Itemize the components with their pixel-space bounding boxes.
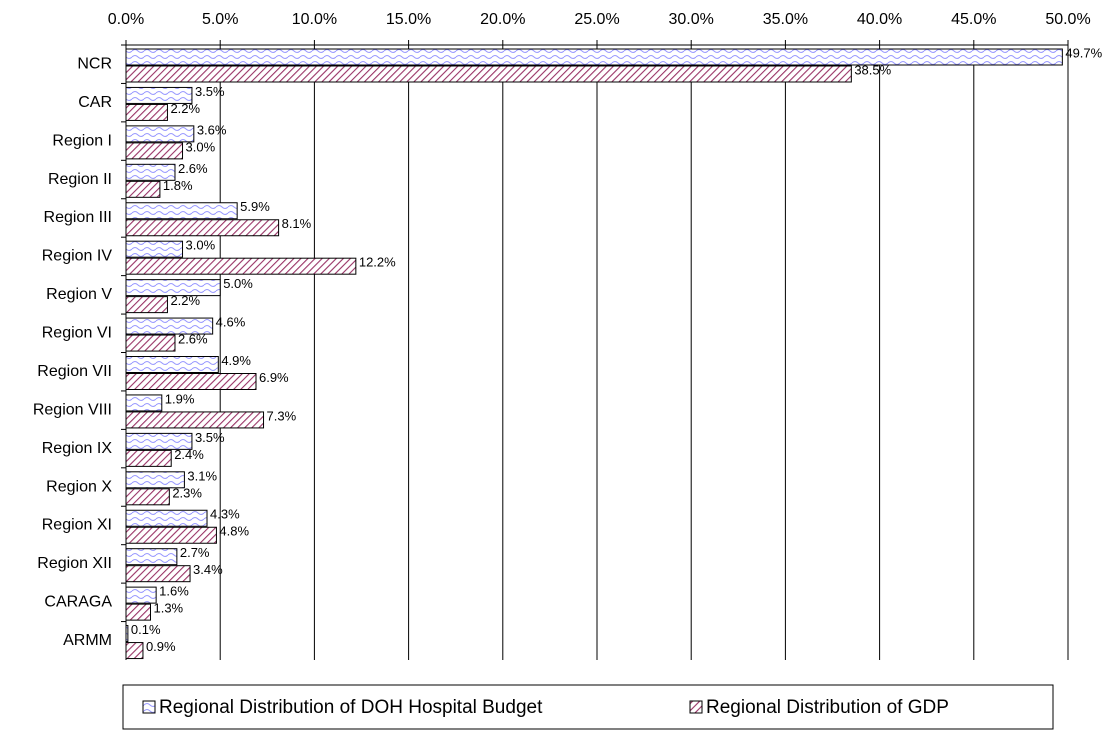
value-label: 3.5% [195, 84, 225, 99]
bar [125, 219, 280, 237]
value-label: 3.0% [186, 238, 216, 253]
bar [125, 586, 157, 604]
value-label: 3.1% [187, 468, 217, 483]
bar [125, 625, 129, 643]
x-tick-label: 0.0% [108, 11, 144, 28]
value-label: 1.3% [153, 601, 183, 616]
bar [125, 180, 161, 198]
bar [125, 279, 221, 297]
value-label: 2.4% [174, 447, 204, 462]
legend-swatch [689, 700, 703, 714]
legend-label: Regional Distribution of DOH Hospital Bu… [159, 697, 543, 718]
bar [125, 317, 214, 335]
legend-box [122, 684, 1054, 730]
value-label: 49.7% [1065, 45, 1102, 60]
bar [125, 142, 184, 160]
value-label: 0.9% [146, 639, 176, 654]
y-tick-label: NCR [77, 55, 112, 72]
y-tick-label: ARMM [63, 632, 112, 649]
bar [125, 642, 144, 660]
value-label: 7.3% [267, 408, 297, 423]
x-tick-label: 10.0% [292, 11, 337, 28]
bar [125, 449, 172, 467]
y-tick-label: Region X [46, 478, 112, 495]
value-label: 5.9% [240, 199, 270, 214]
x-tick-label: 25.0% [574, 11, 619, 28]
bar [125, 65, 852, 83]
y-tick-label: Region II [48, 171, 112, 188]
y-tick-label: Region XII [37, 555, 112, 572]
bar [125, 257, 357, 275]
value-label: 4.3% [210, 507, 240, 522]
value-label: 4.9% [221, 353, 251, 368]
bar [125, 432, 193, 450]
value-label: 12.2% [359, 255, 396, 270]
value-label: 4.8% [219, 524, 249, 539]
bar [125, 548, 178, 566]
bar [125, 356, 219, 373]
y-tick-label: Region XI [42, 517, 112, 534]
x-tick-label: 20.0% [480, 11, 525, 28]
value-label: 38.5% [854, 62, 891, 77]
x-tick-label: 30.0% [669, 11, 714, 28]
value-label: 2.6% [178, 161, 208, 176]
x-tick-label: 40.0% [857, 11, 902, 28]
value-label: 4.6% [216, 315, 246, 330]
value-label: 8.1% [282, 216, 312, 231]
bar [125, 296, 168, 314]
bar [125, 471, 185, 489]
y-tick-label: Region IX [42, 440, 113, 457]
legend-swatch [142, 700, 156, 714]
value-label: 0.1% [131, 622, 161, 637]
value-label: 3.5% [195, 430, 225, 445]
bar [125, 603, 151, 621]
y-tick-label: Region IV [42, 248, 113, 265]
legend-label: Regional Distribution of GDP [706, 697, 949, 718]
value-label: 1.9% [165, 391, 195, 406]
y-tick-label: CAR [78, 94, 112, 111]
y-tick-label: Region VIII [33, 401, 112, 418]
value-label: 3.4% [193, 562, 223, 577]
bar [125, 86, 193, 104]
value-label: 2.2% [170, 293, 200, 308]
value-label: 2.7% [180, 545, 210, 560]
bar [125, 394, 163, 412]
value-label: 1.8% [163, 178, 193, 193]
bar [125, 125, 195, 143]
y-tick-label: Region III [44, 209, 112, 226]
bar [125, 509, 208, 527]
x-tick-label: 50.0% [1045, 11, 1090, 28]
value-label: 5.0% [223, 276, 253, 291]
x-tick-label: 5.0% [202, 11, 238, 28]
bar [125, 103, 168, 121]
y-tick-label: CARAGA [44, 594, 112, 611]
value-label: 2.6% [178, 332, 208, 347]
value-label: 2.2% [170, 101, 200, 116]
bar [125, 526, 217, 544]
y-tick-label: Region V [46, 286, 112, 303]
bar [125, 488, 170, 506]
bar [125, 334, 176, 352]
value-label: 3.0% [186, 139, 216, 154]
bar [125, 48, 1063, 66]
bar [125, 411, 265, 429]
y-tick-label: Region VI [42, 325, 112, 342]
x-tick-label: 15.0% [386, 11, 431, 28]
value-label: 1.6% [159, 584, 189, 599]
bar [125, 373, 257, 390]
bar [125, 163, 176, 181]
y-tick-label: Region I [52, 132, 112, 149]
value-label: 6.9% [259, 370, 289, 385]
y-tick-label: Region VII [37, 363, 112, 380]
x-tick-label: 45.0% [951, 11, 996, 28]
value-label: 3.6% [197, 122, 227, 137]
bar [125, 202, 238, 220]
bar [125, 240, 184, 258]
value-label: 2.3% [172, 485, 202, 500]
bar [125, 565, 191, 583]
x-tick-label: 35.0% [763, 11, 808, 28]
